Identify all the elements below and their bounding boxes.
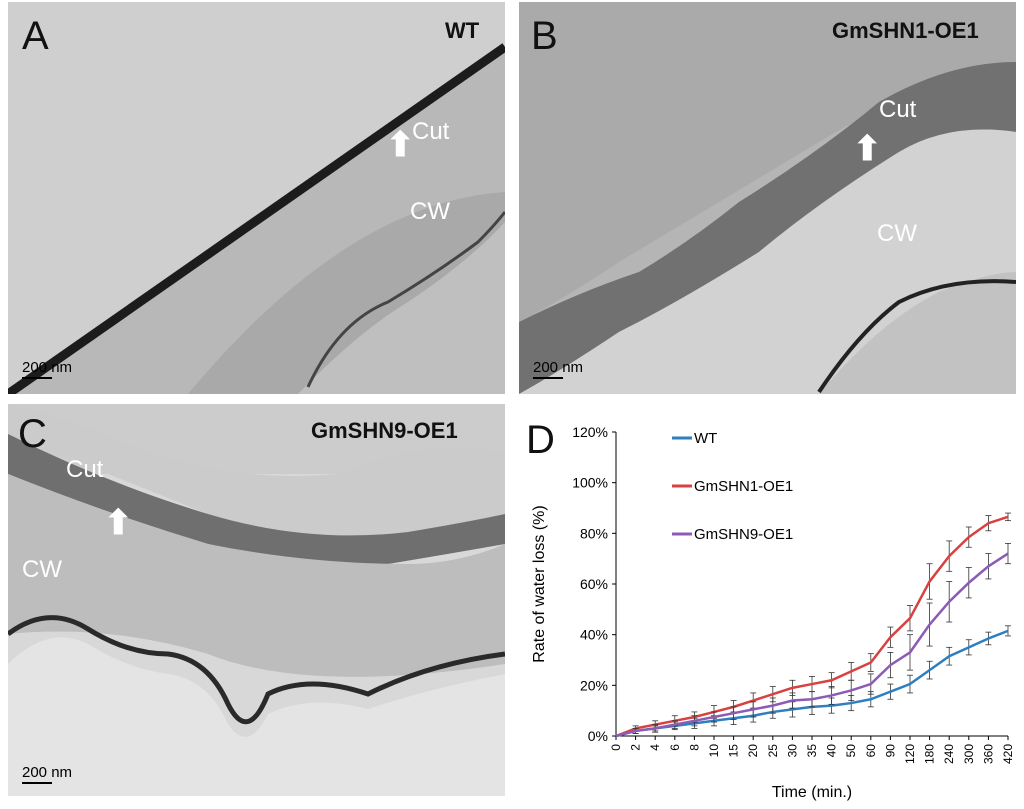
cw-label-b: CW (877, 220, 917, 247)
x-tick-label: 40 (825, 744, 839, 758)
x-tick-label: 30 (785, 744, 799, 758)
y-tick-label: 40% (580, 627, 608, 643)
x-tick-label: 120 (903, 744, 917, 764)
series-line-2 (615, 515, 1009, 738)
scale-label-b: 200 nm (533, 359, 584, 376)
cut-label-c: Cut (66, 456, 104, 483)
arrow-icon: ⬆ (853, 130, 882, 168)
arrow-icon: ⬆ (104, 504, 133, 542)
y-axis-label: Rate of water loss (%) (531, 505, 548, 662)
x-axis-label: Time (min.) (772, 784, 852, 801)
scale-label-c: 200 nm (22, 764, 73, 781)
micrograph-a-image (8, 2, 505, 394)
panel-d-letter: D (526, 418, 555, 462)
x-tick-label: 2 (629, 744, 643, 751)
y-tick-label: 100% (572, 475, 608, 491)
x-tick-label: 0 (609, 744, 623, 751)
x-tick-label: 300 (962, 744, 976, 764)
water-loss-chart: 0% 20% 40% 60% 80% 100% 120% 0 2 4 6 8 10 15 20 25 30 35 4… (531, 424, 1015, 801)
micrograph-panel-c: C GmSHN9-OE1 ⬆ Cut CW 200 nm (8, 404, 505, 796)
panel-a-letter: A (22, 14, 49, 58)
chart-panel-d: D 0% 20% 40% 60% 80% 100% 120% 0 2 4 6 8 10 15 20 25 30 3… (520, 402, 1024, 804)
x-tick-label: 20 (746, 744, 760, 758)
x-tick-label: 420 (1001, 744, 1015, 764)
micrograph-panel-b: B GmSHN1-OE1 ⬆ Cut CW 200 nm (519, 2, 1016, 394)
x-tick-label: 50 (844, 744, 858, 758)
arrow-icon: ⬆ (386, 126, 415, 164)
x-tick-label: 4 (648, 744, 662, 751)
micrograph-c-image (8, 404, 505, 796)
scale-label-a: 200 nm (22, 359, 73, 376)
y-tick-label: 20% (580, 677, 608, 693)
x-tick-label: 180 (923, 744, 937, 764)
scale-bar-b (533, 377, 563, 379)
x-tick-label: 10 (707, 744, 721, 758)
legend-label: GmSHN9-OE1 (694, 526, 793, 543)
cut-label-b: Cut (879, 96, 917, 123)
legend-label: WT (694, 430, 717, 447)
y-tick-label: 0% (588, 728, 608, 744)
x-tick-label: 60 (864, 744, 878, 758)
x-tick-label: 6 (668, 744, 682, 751)
scale-bar-c (22, 782, 52, 784)
panel-b-name: GmSHN1-OE1 (832, 18, 979, 43)
cut-label-a: Cut (412, 118, 450, 145)
cw-label-c: CW (22, 556, 62, 583)
x-tick-label: 8 (687, 744, 701, 751)
x-tick-label: 35 (805, 744, 819, 758)
series-line-3 (615, 552, 1009, 738)
y-tick-label: 80% (580, 525, 608, 541)
cw-label-a: CW (410, 198, 450, 225)
y-tick-label: 120% (572, 424, 608, 440)
y-tick-label: 60% (580, 576, 608, 592)
x-tick-label: 25 (766, 744, 780, 758)
panel-a-name: WT (445, 18, 480, 43)
micrograph-b-image (519, 2, 1016, 394)
legend-label: GmSHN1-OE1 (694, 478, 793, 495)
panel-c-name: GmSHN9-OE1 (311, 418, 458, 443)
x-tick-label: 90 (883, 744, 897, 758)
x-tick-label: 15 (727, 744, 741, 758)
x-tick-label: 360 (981, 744, 995, 764)
panel-b-letter: B (531, 14, 558, 58)
x-tick-label: 240 (942, 744, 956, 764)
micrograph-panel-a: A WT ⬆ Cut CW 200 nm (8, 2, 505, 394)
scale-bar-a (22, 377, 52, 379)
panel-c-letter: C (18, 412, 47, 456)
